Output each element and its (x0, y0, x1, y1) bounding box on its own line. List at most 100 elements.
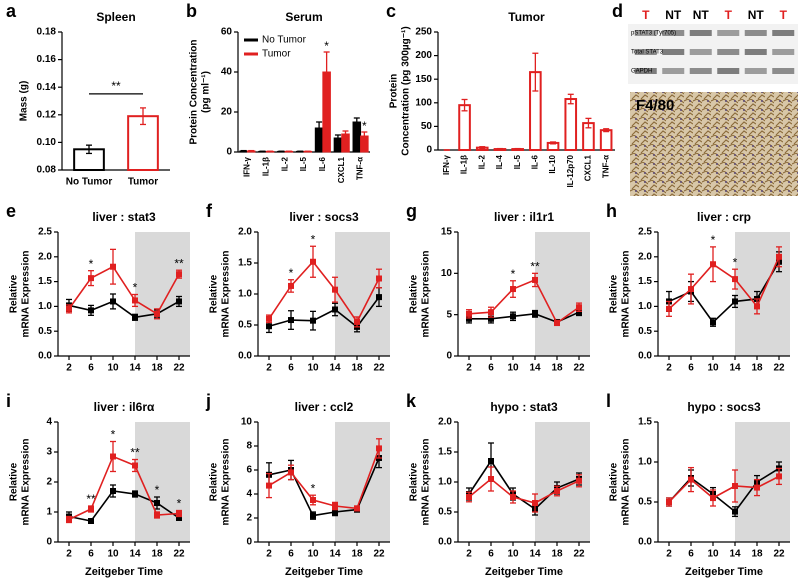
point (266, 315, 272, 322)
y-tick-label: 20 (221, 107, 233, 118)
x-tick-label: IL-12p70 (566, 154, 575, 187)
y-tick-label: 0.5 (638, 497, 652, 508)
point (510, 494, 516, 500)
x-tick-label: IFN-γ (442, 154, 451, 175)
x-tick-label: 18 (751, 549, 763, 560)
y-axis-label: mRNA Expression (221, 251, 232, 338)
x-tick-label: 6 (688, 363, 694, 374)
x-tick-label: Tumor (128, 177, 158, 188)
lane-label: T (780, 8, 788, 22)
x-tick-label: 10 (307, 363, 319, 374)
point (666, 499, 672, 505)
point (110, 453, 116, 460)
y-tick-label: 1 (46, 507, 52, 518)
blot-panel (628, 24, 798, 196)
y-axis-label: Relative (609, 462, 620, 501)
point (510, 313, 516, 320)
x-tick-label: IL-2 (280, 156, 289, 171)
x-tick-label: 2 (66, 549, 72, 560)
point (176, 515, 182, 521)
chart-title: liver : il1r1 (494, 210, 554, 224)
line (668, 467, 780, 513)
chart-title: liver : socs3 (289, 210, 359, 224)
annotation: * (177, 497, 182, 511)
line (68, 300, 180, 319)
y-tick-label: 0 (426, 145, 432, 156)
point (176, 271, 182, 278)
y-tick-label: 0.5 (638, 326, 652, 337)
point (154, 310, 160, 317)
x-tick-label: 10 (107, 549, 119, 560)
x-tick-label: IL-1β (261, 157, 270, 176)
x-tick-label: 14 (529, 363, 541, 374)
x-tick-label: 18 (151, 363, 163, 374)
point (176, 510, 182, 517)
bar (599, 129, 613, 151)
y-axis-label: Relative (209, 462, 220, 501)
point (88, 307, 94, 314)
annotation: * (111, 428, 116, 442)
blot-band (634, 49, 657, 55)
blot-band (717, 49, 740, 55)
x-tick-label: 22 (573, 549, 585, 560)
point (66, 516, 72, 523)
y-tick-label: 2.0 (438, 417, 452, 428)
x-tick-label: 2 (266, 363, 272, 374)
blot-row-label: pSTAT3 (Tyr705) (631, 31, 676, 37)
x-tick-label: 10 (707, 549, 719, 560)
y-tick-label: 0 (226, 147, 232, 158)
point (132, 314, 138, 321)
x-tick-label: 22 (373, 363, 385, 374)
y-tick-label: 0 (246, 537, 252, 548)
panel-letter: i (6, 391, 11, 411)
y-tick-label: 0.08 (37, 165, 57, 176)
x-tick-label: No Tumor (66, 177, 113, 188)
point (532, 310, 538, 317)
y-tick-label: 0.14 (37, 82, 57, 93)
y-tick-label: 250 (415, 27, 432, 38)
y-tick-label: 4 (246, 489, 252, 500)
point (288, 317, 294, 324)
annotation: ** (130, 446, 140, 460)
point (554, 488, 560, 494)
point (732, 508, 738, 515)
x-tick-label: 18 (551, 549, 563, 560)
y-tick-label: 0.0 (38, 351, 52, 362)
x-tick-label: 18 (351, 549, 363, 560)
x-tick-label: 14 (729, 549, 741, 560)
point (310, 258, 316, 265)
y-axis-label: Protein (389, 74, 400, 108)
point (266, 482, 272, 489)
bar (352, 121, 362, 153)
x-tick-label: IL-10 (548, 154, 557, 173)
y-tick-label: 0.16 (37, 54, 57, 65)
chart-panel: i liver : il6rα Relative mRNA Expression 0 1 2… (6, 391, 190, 578)
point (732, 483, 738, 489)
y-axis-label: Relative (409, 462, 420, 501)
chart-panel: b Serum Protein Concentration (pg ml⁻¹) 0 20 4… (186, 1, 370, 183)
point (776, 253, 782, 260)
point (88, 506, 94, 512)
panel-letter: d (612, 1, 623, 21)
y-tick-label: 2.5 (638, 227, 652, 238)
point (354, 318, 360, 325)
blot-band (662, 68, 685, 74)
point (110, 298, 116, 305)
point (466, 494, 472, 500)
line (68, 490, 180, 522)
x-axis-label: Zeitgeber Time (285, 566, 363, 578)
y-tick-label: 5 (446, 309, 452, 320)
line (468, 278, 580, 325)
y-axis-label: Mass (g) (19, 81, 30, 122)
x-tick-label: 14 (729, 363, 741, 374)
shaded-region (135, 232, 190, 356)
y-tick-label: 150 (415, 74, 432, 85)
x-tick-label: 18 (551, 363, 563, 374)
bar (322, 71, 331, 153)
point (554, 319, 560, 326)
point (288, 282, 294, 289)
y-tick-label: 0.10 (37, 137, 57, 148)
blot-band (744, 49, 767, 55)
point (332, 286, 338, 293)
blot-band (717, 30, 740, 36)
